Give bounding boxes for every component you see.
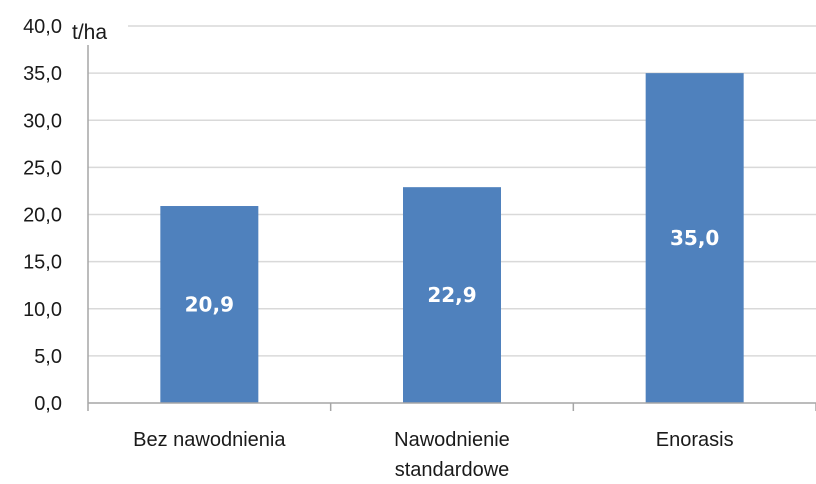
data-label: 35,0 [670,226,719,250]
y-tick-label: 25,0 [23,157,62,179]
category-labels: Bez nawodnienia Nawodnienie standardowe Eno… [133,429,733,481]
y-tick-label: 40,0 [23,16,62,38]
data-label: 22,9 [427,283,476,307]
x-axis [87,44,816,411]
bar [403,187,501,403]
bars [160,73,744,403]
data-labels: 20,9 22,9 35,0 [185,226,720,316]
unit-label-box: t/ha [66,17,128,45]
y-tick-label: 0,0 [34,393,62,415]
category-label: standardowe [395,459,510,481]
y-tick-label: 5,0 [34,346,62,368]
category-label: Enorasis [656,429,734,451]
category-label: Nawodnienie [394,429,510,451]
y-axis-ticks: 0,0 5,0 10,0 15,0 20,0 25,0 30,0 35,0 40,0 [23,16,62,415]
y-tick-label: 30,0 [23,110,62,132]
unit-label: t/ha [72,21,107,44]
y-tick-label: 35,0 [23,63,62,85]
unit-label-background [66,17,128,45]
y-tick-label: 10,0 [23,299,62,321]
category-label: Bez nawodnienia [133,429,286,451]
y-tick-label: 15,0 [23,252,62,274]
bar [160,206,259,403]
y-tick-label: 20,0 [23,205,62,227]
data-label: 20,9 [185,293,234,317]
bar [645,73,744,403]
